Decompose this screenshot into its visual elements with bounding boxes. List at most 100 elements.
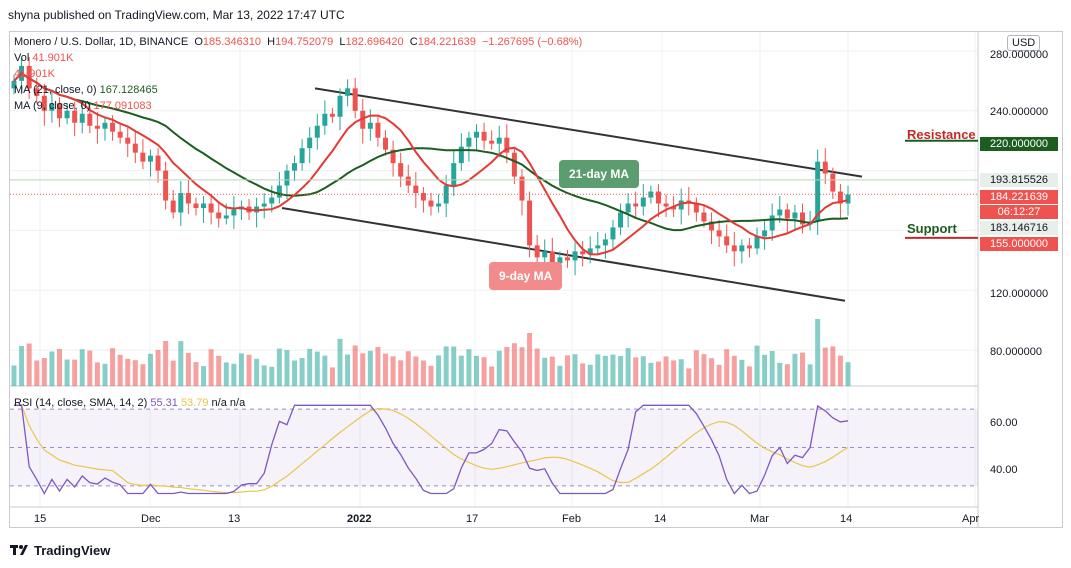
ma9-value: 177.091083 [93, 100, 152, 112]
last-high-tag: 193.815526 [980, 173, 1058, 187]
volume-bar [345, 354, 351, 386]
open-value: 185.346310 [202, 36, 262, 48]
ohlc-legend: Monero / U.S. Dollar, 1D, BINANCE O185.3… [14, 36, 582, 48]
volume-bar [602, 355, 608, 386]
candle-body [352, 88, 358, 111]
candle-body [72, 110, 78, 123]
candle-body [284, 170, 290, 186]
volume-bar [87, 350, 93, 386]
candle-body [443, 185, 449, 204]
candle-body [572, 251, 578, 261]
volume-bar [473, 355, 479, 386]
volume-bar [754, 345, 760, 386]
candle-body [633, 203, 639, 207]
volume-bar [724, 349, 730, 386]
volume-bar [693, 350, 699, 386]
candle-body [102, 122, 108, 129]
candle-body [693, 203, 699, 213]
candle-body [178, 193, 184, 213]
volume-bar [292, 360, 298, 386]
open-label: O [194, 36, 203, 48]
volume-bar [428, 365, 434, 386]
candle-body [390, 149, 396, 164]
x-tick-17: 17 [466, 513, 479, 525]
support-price-tag: 155.000000 [980, 237, 1058, 251]
candle-body [701, 212, 707, 222]
volume-bar [746, 366, 752, 386]
candle-body [322, 113, 328, 126]
rsi-label: RSI (14, close, SMA, 14, 2) [14, 397, 148, 409]
volume-bar [238, 353, 244, 386]
volume-bar [147, 353, 153, 386]
candle-body [610, 227, 616, 240]
rsi-sma-value: 53.79 [180, 397, 209, 409]
volume-bar [792, 353, 798, 386]
candle-body [625, 203, 631, 213]
publish-caption: shyna published on TradingView.com, Mar … [8, 8, 345, 22]
volume-bar [56, 349, 62, 386]
ma9-label: MA (9, close, 0) [14, 100, 91, 112]
candle-body [511, 152, 517, 177]
resistance-label: Resistance [907, 127, 976, 142]
candle-body [34, 88, 40, 96]
candle-body [87, 113, 93, 126]
tradingview-footer[interactable]: TradingView [10, 543, 110, 558]
volume-bar [815, 319, 821, 386]
candle-body [587, 248, 593, 255]
close-value: 184.221639 [417, 36, 476, 48]
candle-body [269, 197, 275, 204]
candle-body [519, 176, 525, 201]
volume-bar [94, 362, 100, 386]
ma21-value: 167.128465 [99, 84, 158, 96]
candle-body [299, 148, 305, 164]
volume-bar [19, 346, 25, 386]
x-tick-apr: Apr [962, 513, 980, 525]
rsi-legend: RSI (14, close, SMA, 14, 2) 55.31 53.79 … [14, 397, 245, 409]
candle-body [132, 143, 138, 153]
volume-value: 41.901K [32, 52, 74, 64]
candle-body [800, 212, 806, 225]
candle-body [170, 200, 176, 213]
candle-body [527, 200, 533, 246]
candle-body [125, 137, 131, 144]
candle-body [534, 245, 540, 258]
high-label: H [267, 36, 276, 48]
volume-bar [102, 363, 108, 386]
ma21-legend: MA (21, close, 0) 167.128465 [14, 84, 158, 96]
low-label: L [339, 36, 346, 48]
chart-frame [9, 31, 1063, 528]
volume-bar [185, 352, 191, 386]
volume-bar [284, 350, 290, 386]
volume-bar [807, 364, 813, 386]
currency-button[interactable]: USD [1007, 35, 1041, 51]
volume-bar [360, 353, 366, 386]
x-tick-14-feb: 14 [654, 513, 667, 525]
volume-bar [549, 356, 555, 386]
candle-body [784, 209, 790, 219]
x-tick-dec: Dec [141, 513, 161, 525]
volume-bar [223, 362, 229, 386]
volume-bar [117, 354, 123, 386]
rsi-line [14, 404, 849, 495]
volume-bar [762, 354, 768, 386]
x-tick-2022: 2022 [347, 513, 372, 525]
volume-bar [170, 360, 176, 386]
volume-bar [337, 338, 343, 386]
candle-body [420, 193, 426, 201]
candle-body [117, 131, 123, 138]
candle-body [413, 185, 419, 194]
volume-bar [800, 352, 806, 386]
volume-bar [443, 346, 449, 386]
countdown-tag: 06:12:27 [980, 205, 1058, 219]
volume-bar [618, 356, 624, 386]
candle-body [678, 200, 684, 210]
candle-body [276, 185, 282, 198]
volume-bar [663, 356, 669, 386]
volume-bar [580, 363, 586, 386]
candle-body [223, 215, 229, 219]
volume-bar [678, 359, 684, 386]
volume-bar [132, 360, 138, 386]
rsi-tick-60: 60.00 [990, 417, 1018, 429]
volume-bar [276, 348, 282, 386]
